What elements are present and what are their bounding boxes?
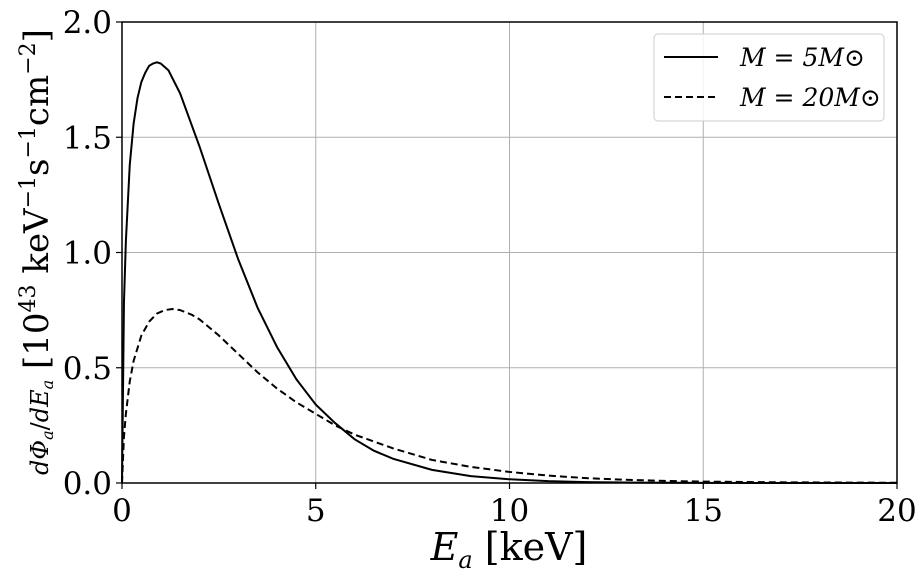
y-tick-label: 2.0: [63, 5, 112, 41]
legend-label-1: M = 5M⊙: [739, 43, 865, 72]
x-tick-label: 15: [684, 493, 723, 529]
series-line-2: [121, 307, 898, 484]
y-tick-label: 0.0: [63, 466, 112, 502]
legend: M = 5M⊙ M = 20M⊙: [653, 33, 885, 122]
ticks: 0 5 10 15 20 0.0 0.5 1.0 1.5 2.0: [63, 5, 917, 529]
y-tick-label: 0.5: [63, 351, 112, 387]
y-tick-label: 1.5: [63, 120, 112, 156]
legend-label-2: M = 20M⊙: [739, 83, 881, 112]
series-group: [121, 61, 898, 484]
x-tick-label: 5: [306, 493, 326, 529]
x-axis-label: Ea [keV]: [430, 525, 588, 574]
legend-box: [653, 33, 885, 122]
y-axis-label: dΦa/dEa [1043 keV−1s−1cm−2]: [16, 29, 57, 475]
x-tick-label: 10: [490, 493, 529, 529]
y-tick-label: 1.0: [63, 236, 112, 272]
svg-text:dΦa/dEa [1043 keV−1s−1cm−2]: dΦa/dEa [1043 keV−1s−1cm−2]: [16, 29, 57, 475]
series-line-1: [121, 61, 898, 484]
x-tick-label: 0: [112, 493, 132, 529]
x-tick-label: 20: [877, 493, 916, 529]
